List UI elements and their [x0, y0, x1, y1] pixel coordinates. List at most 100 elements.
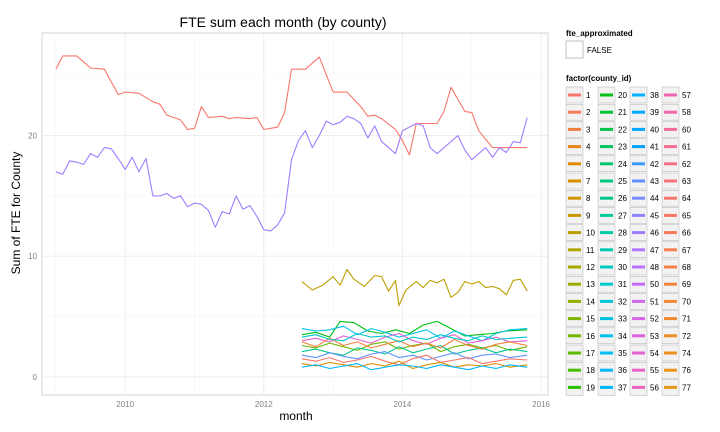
legend-label: 4 [586, 143, 591, 152]
legend-label: 10 [586, 229, 595, 238]
legend-label: 76 [682, 366, 691, 375]
legend-label: 47 [650, 246, 659, 255]
legend-label: 22 [618, 125, 627, 134]
legend-label: 66 [682, 229, 691, 238]
plot-panel [42, 33, 548, 395]
legend-label: 63 [682, 177, 691, 186]
legend-label: 70 [682, 297, 691, 306]
x-tick-label: 2010 [116, 400, 134, 409]
legend-label: 77 [682, 383, 691, 392]
series-line-12 [301, 363, 528, 371]
legend-label: 67 [682, 246, 691, 255]
series-line-5 [301, 325, 528, 342]
legend-label: 46 [650, 229, 659, 238]
legend-label: 60 [682, 125, 691, 134]
legend-label: 56 [650, 383, 659, 392]
y-tick-label: 20 [28, 132, 37, 141]
series-line-4 [301, 320, 528, 338]
legend-label: 27 [618, 211, 627, 220]
legend-label: 55 [650, 366, 659, 375]
grid [41, 32, 549, 396]
x-tick-label: 2014 [394, 400, 412, 409]
legend-label: 72 [682, 332, 691, 341]
legend-label: 71 [682, 315, 691, 324]
legend-label: 14 [586, 297, 595, 306]
series-line-11 [301, 360, 528, 370]
legend-label: 6 [586, 160, 591, 169]
legend: fte_approximatedFALSEfactor(county_id)12… [565, 29, 691, 396]
y-tick-label: 0 [33, 373, 38, 382]
legend-label: 15 [586, 315, 595, 324]
legend-label: 17 [586, 349, 595, 358]
x-axis-title: month [279, 409, 312, 423]
series-line-14 [301, 332, 528, 343]
series-line-9 [301, 351, 528, 361]
legend-label: 43 [650, 177, 659, 186]
legend-label: 35 [618, 349, 627, 358]
legend-fte-title: fte_approximated [566, 29, 633, 38]
legend-label: 23 [618, 143, 627, 152]
legend-label: 26 [618, 194, 627, 203]
legend-label: 28 [618, 229, 627, 238]
legend-label: 18 [586, 366, 595, 375]
legend-label: 41 [650, 143, 659, 152]
legend-fte-key [565, 40, 584, 59]
legend-label: 65 [682, 211, 691, 220]
legend-label: 40 [650, 125, 659, 134]
legend-label: 51 [650, 297, 659, 306]
y-axis-title: Sum of FTE for County [9, 152, 23, 275]
legend-label: 50 [650, 280, 659, 289]
legend-label: 69 [682, 280, 691, 289]
legend-label: 44 [650, 194, 659, 203]
series-line-6 [301, 332, 528, 345]
legend-label: 7 [586, 177, 591, 186]
series-line-2 [55, 115, 528, 232]
legend-label: 53 [650, 332, 659, 341]
legend-label: 25 [618, 177, 627, 186]
legend-label: 33 [618, 315, 627, 324]
series-lines [55, 55, 528, 371]
legend-label: 38 [650, 91, 659, 100]
series-line-13 [301, 337, 528, 350]
legend-label: 24 [618, 160, 627, 169]
legend-label: 62 [682, 160, 691, 169]
legend-label: 19 [586, 383, 595, 392]
legend-label: 61 [682, 143, 691, 152]
legend-label: 8 [586, 194, 591, 203]
legend-label: 52 [650, 315, 659, 324]
legend-label: 9 [586, 211, 591, 220]
legend-label: 11 [586, 246, 595, 255]
axis-ticks: 2010 2012 2014 2016 0 10 20 [28, 132, 550, 409]
legend-label: 57 [682, 91, 691, 100]
legend-label: 3 [586, 125, 591, 134]
legend-label: 20 [618, 91, 627, 100]
legend-label: 42 [650, 160, 659, 169]
chart-title: FTE sum each month (by county) [180, 14, 387, 30]
x-tick-label: 2012 [255, 400, 273, 409]
legend-label: 31 [618, 280, 627, 289]
legend-label: 2 [586, 108, 591, 117]
series-line-3 [301, 268, 528, 307]
legend-label: 12 [586, 263, 595, 272]
legend-label: 13 [586, 280, 595, 289]
legend-label: 58 [682, 108, 691, 117]
legend-label: 64 [682, 194, 691, 203]
legend-label: 21 [618, 108, 627, 117]
legend-label: 39 [650, 108, 659, 117]
legend-label: 48 [650, 263, 659, 272]
legend-label: 45 [650, 211, 659, 220]
legend-label: 68 [682, 263, 691, 272]
series-line-1 [55, 55, 528, 156]
legend-label: 37 [618, 383, 627, 392]
y-tick-label: 10 [28, 252, 37, 261]
series-line-10 [301, 354, 528, 366]
legend-label: 34 [618, 332, 627, 341]
legend-label: 30 [618, 263, 627, 272]
legend-label: 36 [618, 366, 627, 375]
legend-label: 16 [586, 332, 595, 341]
series-line-8 [301, 344, 528, 356]
legend-label: 74 [682, 349, 691, 358]
legend-label: 32 [618, 297, 627, 306]
legend-label: 1 [586, 91, 591, 100]
